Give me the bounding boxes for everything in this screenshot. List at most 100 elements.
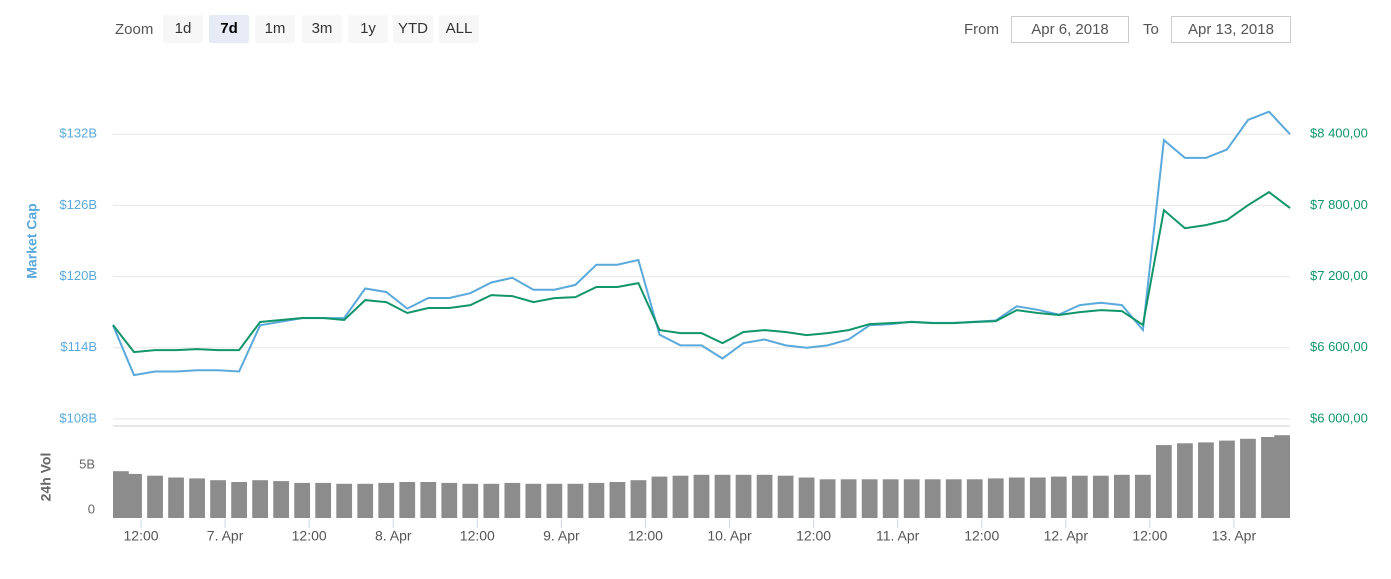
volume-bar [840, 479, 857, 518]
volume-bar [1274, 435, 1290, 518]
x-tick-label: 9. Apr [543, 528, 580, 544]
x-tick-label: 8. Apr [375, 528, 412, 544]
volume-bar [1008, 477, 1025, 518]
volume-bar [567, 483, 584, 518]
volume-bar [441, 482, 458, 518]
volume-bar [966, 479, 983, 518]
volume-bar [798, 477, 815, 518]
zoom-button[interactable]: 1m [255, 15, 295, 43]
volume-bar [1050, 476, 1067, 518]
x-tick-label: 12:00 [460, 528, 495, 544]
volume-bar [735, 474, 752, 518]
x-tick-label: 13. Apr [1212, 528, 1257, 544]
x-tick-label: 12:00 [964, 528, 999, 544]
x-tick-label: 12. Apr [1044, 528, 1089, 544]
to-input[interactable]: Apr 13, 2018 [1171, 16, 1291, 43]
volume-bar [1261, 437, 1277, 518]
x-tick-label: 7. Apr [207, 528, 244, 544]
volume-bar [945, 479, 962, 518]
volume-bar [1071, 475, 1088, 518]
zoom-button[interactable]: ALL [439, 15, 479, 43]
y2-tick-label: $7 200,00 [1310, 268, 1368, 283]
volume-bar [630, 480, 647, 518]
x-tick-label: 12:00 [628, 528, 663, 544]
volume-bar [1156, 445, 1172, 518]
y-tick-label: $132B [59, 126, 97, 141]
from-input[interactable]: Apr 6, 2018 [1011, 16, 1129, 43]
x-tick-label: 12:00 [124, 528, 159, 544]
volume-bar [987, 478, 1004, 518]
volume-bar [777, 475, 794, 518]
volume-bar [1177, 443, 1193, 518]
volume-bar [525, 483, 542, 518]
volume-bar [252, 480, 269, 518]
volume-bar [861, 479, 878, 518]
volume-bar [1198, 442, 1214, 518]
y-tick-label: 5B [79, 456, 95, 471]
zoom-button[interactable]: 3m [302, 15, 342, 43]
volume-bar [147, 475, 163, 518]
volume-bar [483, 483, 500, 518]
zoom-button[interactable]: 1d [163, 15, 203, 43]
from-label: From [964, 21, 999, 38]
volume-bar [609, 482, 626, 518]
volume-bar [294, 482, 311, 518]
y-tick-label: $114B [60, 339, 97, 354]
volume-bar [1029, 477, 1046, 518]
x-tick-label: 10. Apr [707, 528, 752, 544]
y2-tick-label: $6 000,00 [1310, 410, 1368, 425]
zoom-button[interactable]: 7d [209, 15, 249, 43]
zoom-button[interactable]: YTD [393, 15, 433, 43]
volume-bar [588, 482, 605, 518]
volume-bar [336, 483, 353, 518]
volume-bar [231, 482, 247, 518]
volume-bar [1092, 475, 1109, 518]
series-line [112, 110, 1291, 377]
volume-bar [903, 479, 920, 518]
volume-bar [714, 474, 731, 518]
zoom-button[interactable]: 1y [348, 15, 388, 43]
y-tick-label: 0 [88, 501, 95, 516]
volume-bar [168, 477, 184, 518]
volume-bar [756, 474, 773, 518]
y-tick-label: $120B [59, 268, 97, 283]
volume-bar [882, 479, 899, 518]
volume-bar [1240, 438, 1256, 518]
y-tick-label: $108B [59, 410, 97, 425]
volume-bar [651, 476, 668, 518]
x-tick-label: 12:00 [1132, 528, 1167, 544]
volume-bar [315, 482, 332, 518]
volume-bar [189, 478, 205, 518]
volume-bar [672, 475, 689, 518]
volume-bar [504, 482, 521, 518]
y2-tick-label: $7 800,00 [1310, 197, 1368, 212]
volume-bar [819, 479, 836, 518]
volume-bar [1113, 474, 1130, 518]
volume-bar [1134, 474, 1151, 518]
y-axis-title: Market Cap [24, 203, 40, 278]
to-label: To [1143, 21, 1159, 38]
volume-bar [546, 483, 563, 518]
volume-bar [357, 483, 374, 518]
x-tick-label: 12:00 [292, 528, 327, 544]
volume-bar [462, 483, 479, 518]
volume-bar [1219, 440, 1235, 518]
volume-bar [126, 473, 142, 518]
x-tick-label: 11. Apr [876, 528, 920, 544]
y-tick-label: $126B [59, 197, 97, 212]
volume-bar [924, 479, 941, 518]
volume-bar [399, 482, 416, 518]
volume-bar [273, 481, 290, 518]
y2-tick-label: $8 400,00 [1310, 126, 1368, 141]
series-line [112, 190, 1291, 354]
volume-bar [420, 482, 437, 518]
volume-bar [378, 482, 395, 518]
volume-bar [693, 474, 710, 518]
y-axis-title: 24h Vol [38, 453, 54, 502]
volume-bar [113, 471, 129, 518]
y2-tick-label: $6 600,00 [1310, 339, 1368, 354]
x-tick-label: 12:00 [796, 528, 831, 544]
volume-bar [210, 480, 226, 518]
